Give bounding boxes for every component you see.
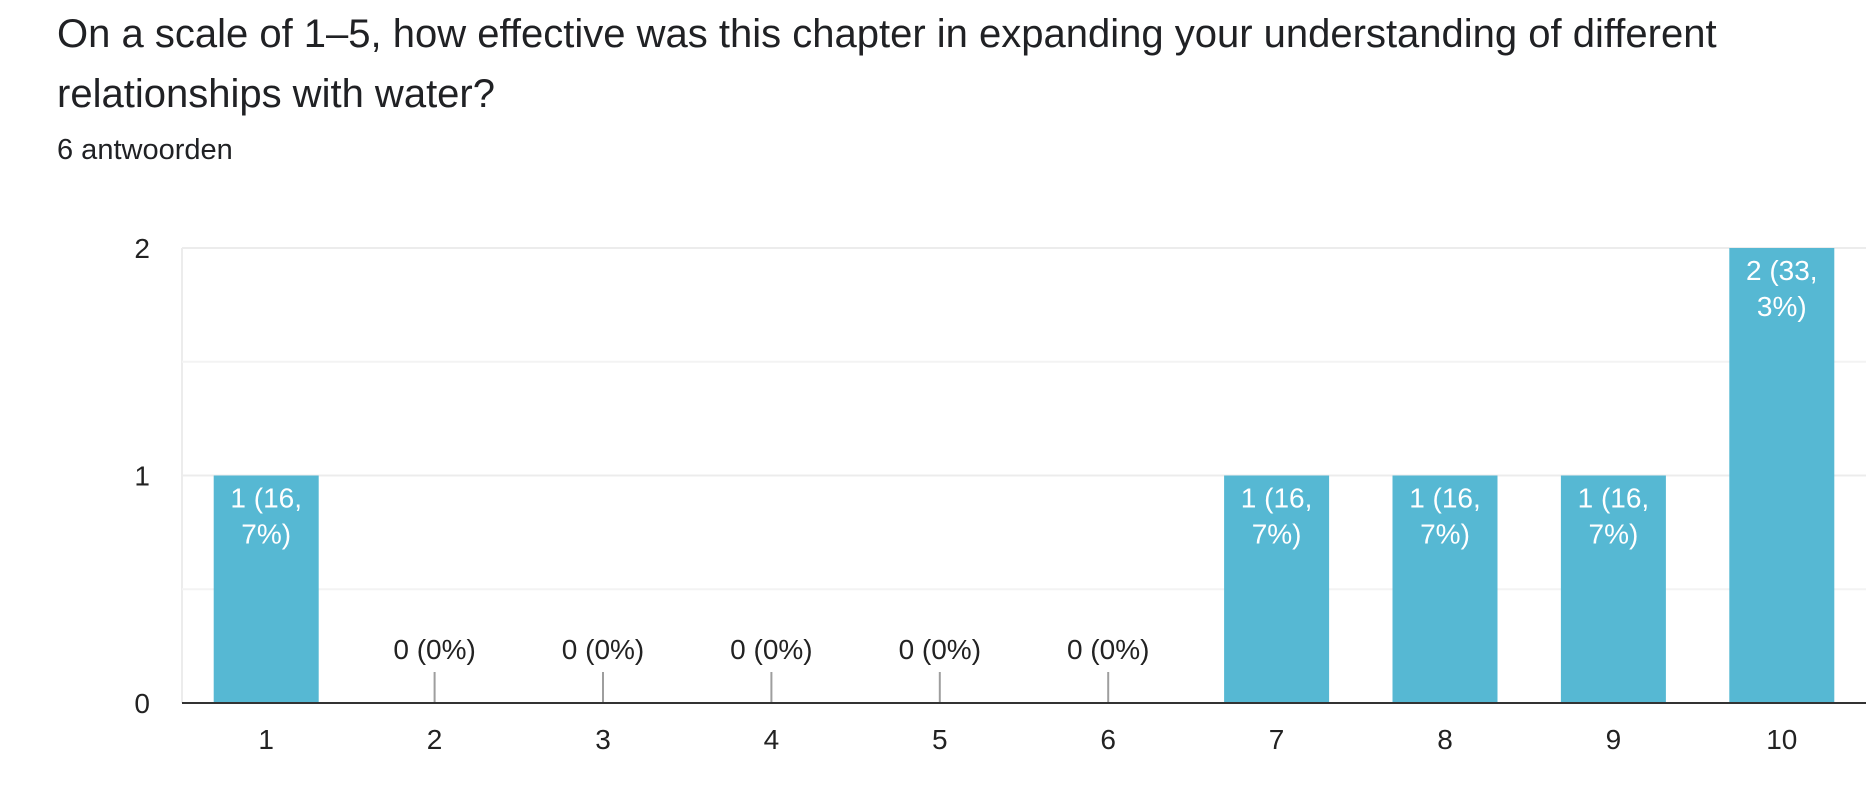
x-tick-label: 7 (1269, 724, 1285, 755)
question-title: On a scale of 1–5, how effective was thi… (57, 12, 1717, 116)
data-label: 1 (16, (230, 483, 302, 514)
y-tick-label: 2 (134, 233, 150, 264)
data-label: 1 (16, (1409, 483, 1481, 514)
y-tick-label: 1 (134, 461, 150, 492)
x-tick-label: 4 (764, 724, 780, 755)
data-label: 2 (33, (1746, 255, 1818, 286)
y-tick-label: 0 (134, 688, 150, 719)
bar-layer (213, 248, 1835, 703)
x-tick-label: 8 (1437, 724, 1453, 755)
bar (1560, 475, 1666, 703)
data-label: 1 (16, (1578, 483, 1650, 514)
data-label: 0 (0%) (1067, 634, 1149, 665)
bar (213, 475, 319, 703)
x-tick-label: 9 (1606, 724, 1622, 755)
data-label: 7%) (1589, 519, 1639, 550)
data-label: 0 (0%) (899, 634, 981, 665)
x-tick-label: 2 (427, 724, 443, 755)
response-count: 6 antwoorden (57, 134, 233, 166)
data-label: 7%) (241, 519, 291, 550)
x-tick-label: 10 (1766, 724, 1797, 755)
bar (1729, 248, 1835, 703)
x-tick-label: 3 (595, 724, 611, 755)
data-label: 3%) (1757, 291, 1807, 322)
data-label: 0 (0%) (393, 634, 475, 665)
data-label: 0 (0%) (562, 634, 644, 665)
bar (1392, 475, 1498, 703)
data-label: 7%) (1420, 519, 1470, 550)
x-tick-label: 1 (258, 724, 274, 755)
x-tick-label: 5 (932, 724, 948, 755)
data-label: 7%) (1252, 519, 1302, 550)
x-tick-label: 6 (1100, 724, 1116, 755)
bar (1224, 475, 1330, 703)
data-label: 0 (0%) (730, 634, 812, 665)
data-label: 1 (16, (1241, 483, 1313, 514)
label-layer: 0 1 2 1 (16, 7%) 1 0 (0%) 2 0 (0%) 3 0 (0%) 4 0 (0%)… (134, 233, 1817, 755)
